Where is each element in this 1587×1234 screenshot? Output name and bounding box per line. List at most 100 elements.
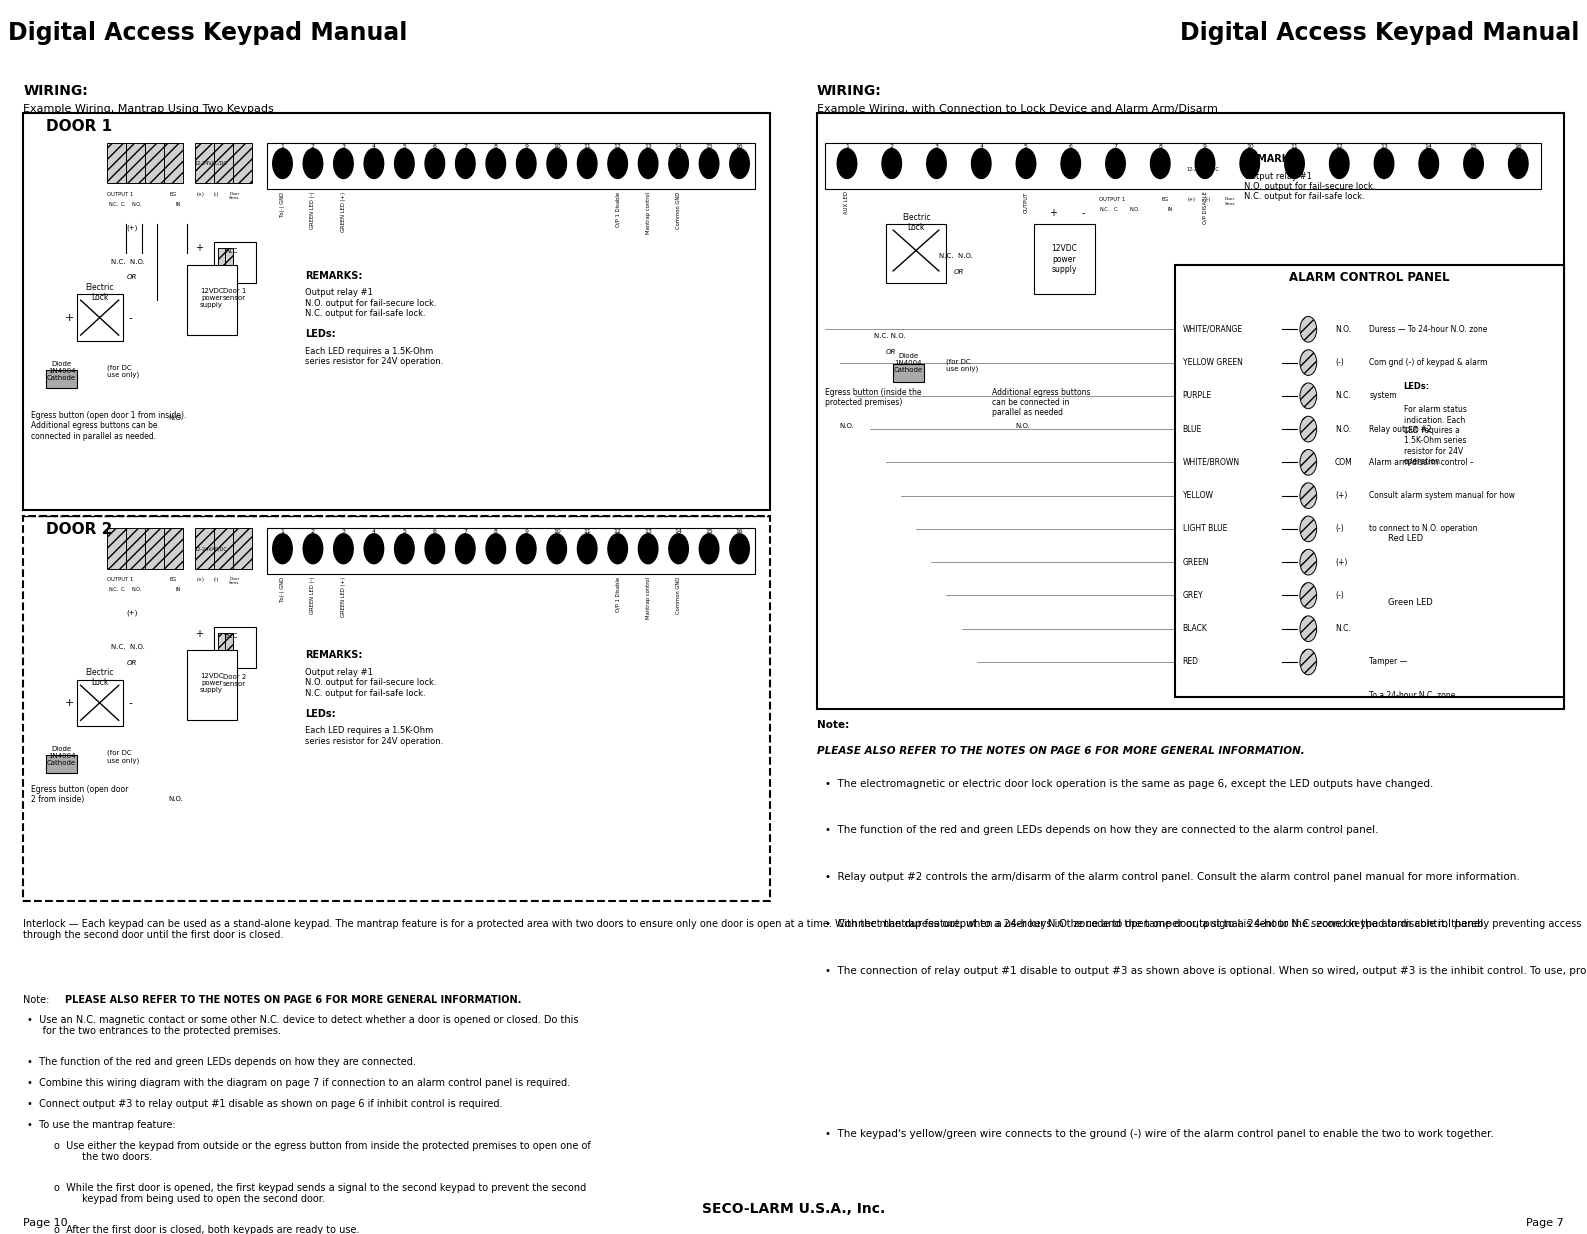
Circle shape [516, 534, 536, 564]
Text: C.: C. [121, 202, 125, 207]
Text: N.O.: N.O. [1016, 423, 1030, 428]
Text: N.O.: N.O. [1335, 424, 1351, 433]
Circle shape [363, 534, 384, 564]
Text: system: system [1370, 391, 1397, 400]
Text: +: + [195, 628, 203, 639]
Text: 15: 15 [1470, 144, 1477, 149]
Text: IN: IN [176, 202, 181, 207]
Text: GREEN LED (-): GREEN LED (-) [311, 576, 316, 615]
Text: WIRING:: WIRING: [817, 84, 882, 99]
Bar [214, 528, 233, 569]
Circle shape [548, 534, 567, 564]
Circle shape [455, 148, 475, 179]
Text: (-): (-) [214, 576, 219, 581]
Text: N.C.: N.C. [108, 587, 117, 592]
Text: WHITE/ORANGE: WHITE/ORANGE [1182, 325, 1243, 333]
Circle shape [882, 148, 901, 179]
Text: EG: EG [1162, 197, 1168, 202]
Text: •  The electromagnetic or electric door lock operation is the same as page 6, ex: • The electromagnetic or electric door l… [825, 779, 1433, 789]
Text: To(-) GND: To(-) GND [279, 191, 286, 217]
Text: (-): (-) [1206, 197, 1211, 202]
Text: 2: 2 [311, 529, 314, 534]
Bar [146, 528, 165, 569]
Circle shape [668, 148, 689, 179]
Text: Alarm arm/disarm control –: Alarm arm/disarm control – [1370, 458, 1474, 466]
Text: 14: 14 [674, 529, 682, 534]
Text: +: + [195, 243, 203, 253]
Circle shape [303, 148, 322, 179]
Circle shape [730, 148, 749, 179]
Text: 6: 6 [1068, 144, 1073, 149]
Text: 12-24VAC/DC: 12-24VAC/DC [1187, 167, 1219, 172]
Text: 6: 6 [433, 144, 436, 149]
Text: N.O.: N.O. [168, 796, 183, 802]
Text: 14: 14 [1425, 144, 1433, 149]
Bar [225, 633, 233, 661]
Text: (for DC
use only): (for DC use only) [946, 358, 979, 373]
Text: OUTPUT 1: OUTPUT 1 [108, 191, 133, 196]
Text: Relay output #2: Relay output #2 [1370, 424, 1431, 433]
Text: Door 2
sensor: Door 2 sensor [222, 674, 246, 686]
Bar [217, 248, 225, 276]
Text: o  Use either the keypad from outside or the egress button from inside the prote: o Use either the keypad from outside or … [54, 1140, 590, 1162]
Circle shape [1300, 516, 1317, 542]
Circle shape [1300, 316, 1317, 342]
Bar [127, 142, 146, 184]
Text: WHITE/BROWN: WHITE/BROWN [1182, 458, 1239, 466]
Bar [267, 142, 755, 189]
Text: •  Connect the duress output to a 24-hour N.O. zone and the tamper output to a 2: • Connect the duress output to a 24-hour… [825, 919, 1487, 929]
Text: •  The function of the red and green LEDs depends on how they are connected.: • The function of the red and green LEDs… [27, 1056, 416, 1066]
Text: -: - [224, 628, 227, 639]
Bar [1035, 225, 1095, 294]
Text: OUTPUT 1: OUTPUT 1 [1098, 197, 1125, 202]
Text: Output relay #1
N.O. output for fail-secure lock.
N.C. output for fail-safe lock: Output relay #1 N.O. output for fail-sec… [305, 668, 436, 697]
Text: Door
Sens: Door Sens [1225, 197, 1235, 206]
Text: 8: 8 [1159, 144, 1162, 149]
Bar [76, 680, 122, 726]
Text: 12: 12 [614, 529, 622, 534]
Text: N.O.: N.O. [132, 202, 141, 207]
Text: (+): (+) [127, 225, 138, 231]
Circle shape [971, 148, 990, 179]
Text: •  Combine this wiring diagram with the diagram on page 7 if connection to an al: • Combine this wiring diagram with the d… [27, 1077, 570, 1087]
Text: N.O.: N.O. [168, 415, 183, 421]
Text: 8: 8 [494, 529, 498, 534]
Text: To(-) GND: To(-) GND [279, 576, 286, 602]
Bar [225, 248, 233, 276]
Text: 2: 2 [311, 144, 314, 149]
Text: Duress — To 24-hour N.O. zone: Duress — To 24-hour N.O. zone [1370, 325, 1487, 333]
Circle shape [1374, 148, 1393, 179]
Text: COM: COM [1335, 458, 1352, 466]
Text: Example Wiring, with Connection to Lock Device and Alarm Arm/Disarm: Example Wiring, with Connection to Lock … [817, 104, 1217, 114]
Circle shape [1151, 148, 1170, 179]
Text: OR: OR [127, 660, 136, 665]
Text: Page 10: Page 10 [24, 1218, 68, 1228]
Text: 7: 7 [1114, 144, 1117, 149]
Text: Tamper —: Tamper — [1370, 658, 1408, 666]
Text: N.C. N.O.: N.C. N.O. [874, 333, 906, 339]
Bar [817, 114, 1563, 708]
Circle shape [1419, 148, 1438, 179]
Bar [195, 528, 214, 569]
Bar [195, 142, 214, 184]
Bar [24, 516, 770, 901]
Text: •  Connect output #3 to relay output #1 disable as shown on page 6 if inhibit co: • Connect output #3 to relay output #1 d… [27, 1098, 503, 1108]
Bar [108, 528, 127, 569]
Text: Common GND: Common GND [676, 576, 681, 615]
Text: o  After the first door is closed, both keypads are ready to use.: o After the first door is closed, both k… [54, 1224, 360, 1234]
Text: 1: 1 [281, 529, 284, 534]
Text: 9: 9 [524, 529, 528, 534]
Text: OR: OR [127, 274, 136, 280]
Bar [46, 370, 76, 387]
Text: C.: C. [121, 587, 125, 592]
Text: N.C.: N.C. [1100, 207, 1109, 212]
Text: +: + [1049, 209, 1057, 218]
Text: •  To use the mantrap feature:: • To use the mantrap feature: [27, 1119, 176, 1129]
Text: WIRING:: WIRING: [24, 84, 89, 99]
Text: N.C.: N.C. [1335, 391, 1351, 400]
Text: 8: 8 [494, 144, 498, 149]
Text: Interlock — Each keypad can be used as a stand-alone keypad. The mantrap feature: Interlock — Each keypad can be used as a… [24, 919, 1582, 940]
Circle shape [578, 534, 597, 564]
Circle shape [486, 148, 506, 179]
Text: N.C.  N.O.: N.C. N.O. [111, 259, 144, 265]
